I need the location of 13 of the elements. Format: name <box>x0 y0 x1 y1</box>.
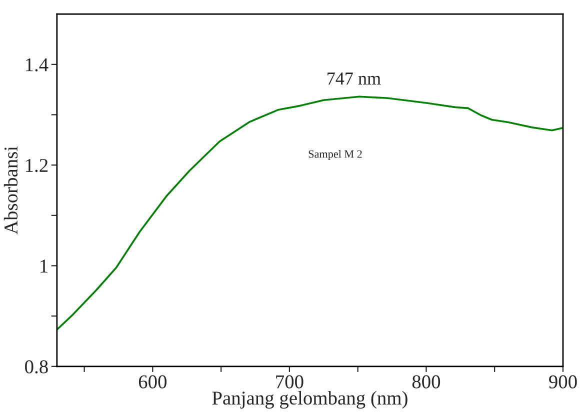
y-axis-title: Absorbansi <box>4 146 18 234</box>
y-tick-label: 1.4 <box>26 58 48 72</box>
y-tick-label: 1 <box>40 260 48 272</box>
y-tick-label: 1.2 <box>26 158 48 172</box>
x-tick-label: 600 <box>138 375 167 388</box>
x-axis-title: Panjang gelombang (nm) <box>212 390 408 409</box>
x-tick-label: 700 <box>276 375 304 388</box>
x-tick-label: 900 <box>549 375 577 388</box>
line-series <box>56 96 563 331</box>
annotation: 747 nm <box>328 72 381 84</box>
annotation: Sampel M 2 <box>308 150 362 160</box>
x-tick-label: 800 <box>412 375 440 388</box>
y-tick-label: 0.8 <box>25 360 48 374</box>
